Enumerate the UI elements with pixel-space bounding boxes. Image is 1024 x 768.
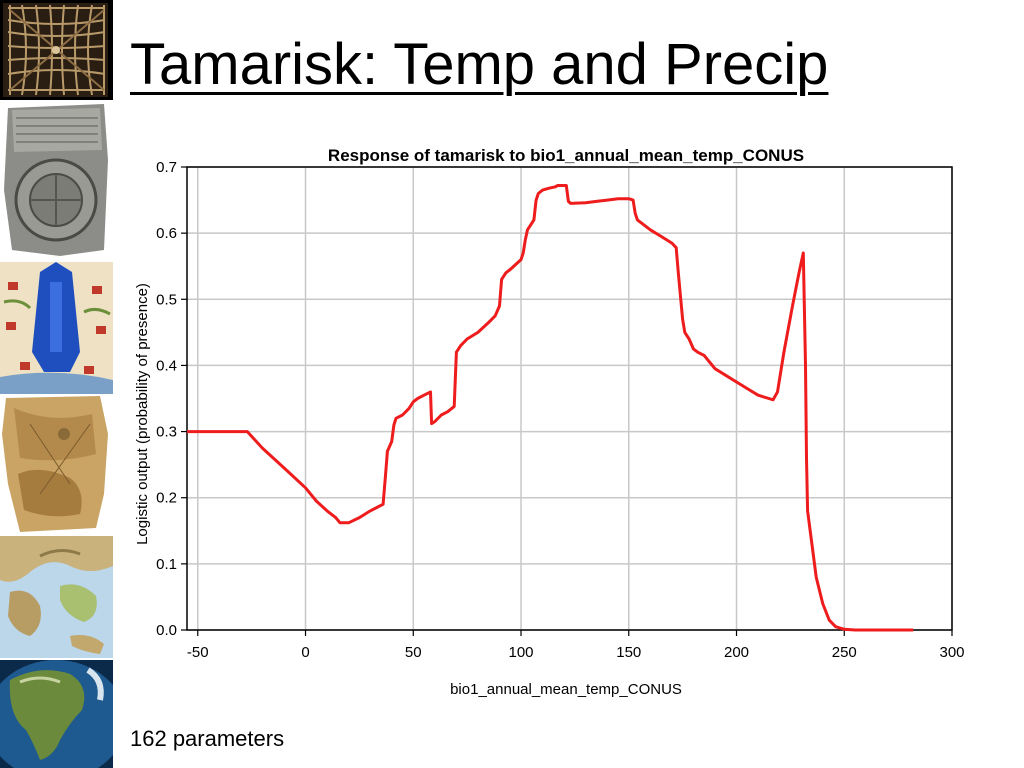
x-tick-label: 100 xyxy=(508,644,533,661)
y-tick-label: 0.5 xyxy=(156,291,177,308)
illustrated-map-thumbnail xyxy=(0,262,113,394)
parameter-count-note: 162 parameters xyxy=(130,726,285,751)
sidebar-thumbnails xyxy=(0,0,113,768)
y-tick-label: 0.0 xyxy=(156,622,177,639)
x-tick-label: 300 xyxy=(939,644,964,661)
relief-map-thumbnail xyxy=(0,536,113,658)
parchment-map-thumbnail xyxy=(0,394,113,534)
chart-grid xyxy=(187,166,953,631)
clay-tablet-map-thumbnail xyxy=(0,100,113,260)
y-axis-label: Logistic output (probability of presence… xyxy=(134,283,151,545)
y-tick-label: 0.2 xyxy=(156,490,177,507)
x-tick-label: 150 xyxy=(616,644,641,661)
y-tick-label: 0.6 xyxy=(156,225,177,242)
y-tick-label: 0.4 xyxy=(156,357,177,374)
chart-svg: -50 0 50 100 150 200 250 300 0.0 0.1 0.2 0.3 0.4 0.5 0… xyxy=(134,146,965,698)
slide-title: Tamarisk: Temp and Precip xyxy=(130,32,829,97)
x-tick-label: -50 xyxy=(187,644,209,661)
response-curve-chart: -50 0 50 100 150 200 250 300 0.0 0.1 0.2 0.3 0.4 0.5 0… xyxy=(120,135,990,705)
x-axis-label: bio1_annual_mean_temp_CONUS xyxy=(450,681,682,698)
x-tick-label: 250 xyxy=(832,644,857,661)
x-tick-label: 200 xyxy=(724,644,749,661)
x-tick-label: 50 xyxy=(405,644,422,661)
x-tick-label: 0 xyxy=(301,644,309,661)
globe-thumbnail xyxy=(0,660,113,768)
plot-frame xyxy=(186,166,953,631)
chart-title: Response of tamarisk to bio1_annual_mean… xyxy=(328,146,804,165)
y-tick-label: 0.7 xyxy=(156,159,177,176)
chart-ticks: -50 0 50 100 150 200 250 300 0.0 0.1 0.2 0.3 0.4 0.5 0… xyxy=(156,159,964,661)
series-line xyxy=(187,184,914,632)
y-tick-label: 0.1 xyxy=(156,556,177,573)
stick-chart-thumbnail xyxy=(0,0,113,100)
y-tick-label: 0.3 xyxy=(156,424,177,441)
